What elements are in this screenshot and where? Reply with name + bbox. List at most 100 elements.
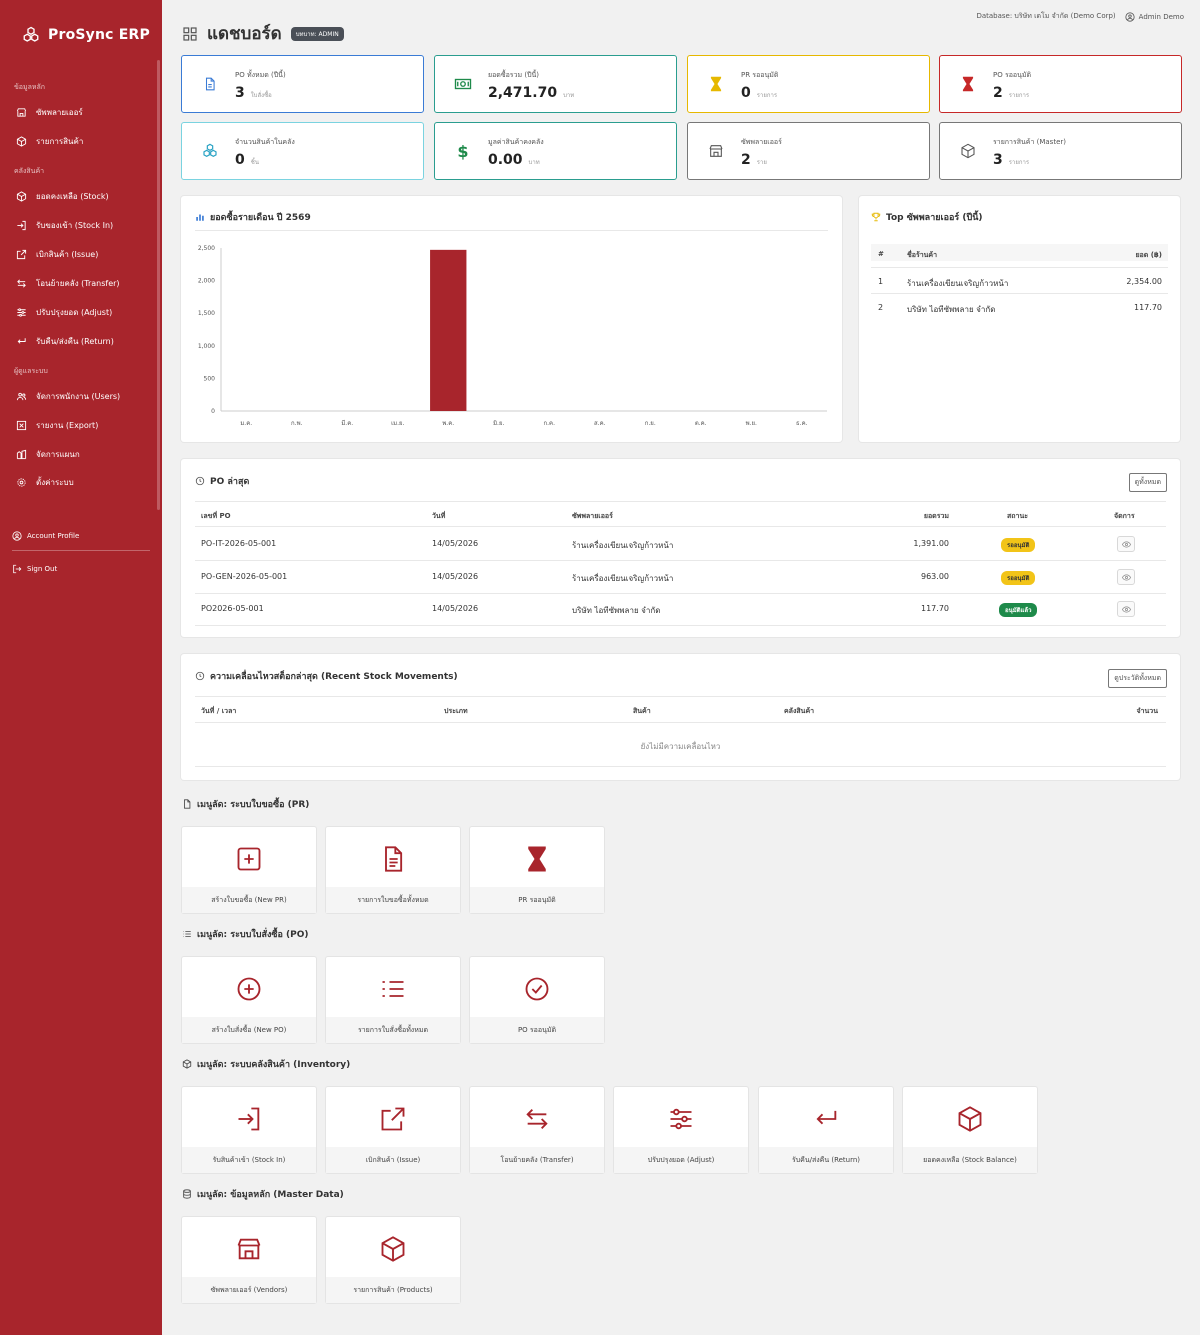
- brand[interactable]: ProSync ERP: [22, 26, 150, 44]
- quick-po-pending[interactable]: PO รออนุมัติ: [470, 957, 604, 1043]
- database-label: Database: บริษัท เดโม จำกัด (Demo Corp): [976, 12, 1116, 20]
- quick-new-po[interactable]: สร้างใบสั่งซื้อ (New PO): [182, 957, 316, 1043]
- quick-label: รายการสินค้า (Products): [326, 1277, 460, 1303]
- account-profile-label: Account Profile: [27, 532, 80, 540]
- stat-card-po-pending[interactable]: PO รออนุมัติ 2 รายการ: [939, 55, 1182, 113]
- role-badge: บทบาท: ADMIN: [290, 26, 344, 41]
- stat-unit: ชิ้น: [250, 159, 259, 166]
- y-tick-label: 2,500: [198, 245, 215, 252]
- quick-return[interactable]: รับคืน/ส่งคืน (Return): [759, 1087, 893, 1173]
- divider: [195, 696, 1166, 697]
- quick-label: รับสินค้าเข้า (Stock In): [182, 1147, 316, 1173]
- cash-icon: [453, 74, 473, 94]
- vendor-name: ร้านเครื่องเขียนเจริญก้าวหน้า: [907, 279, 1009, 288]
- stat-value: 2: [993, 85, 1003, 101]
- sidebar-item-products[interactable]: รายการสินค้า: [16, 134, 83, 148]
- quick-label: สร้างใบสั่งซื้อ (New PO): [182, 1017, 316, 1043]
- quick-label: ยอดคงเหลือ (Stock Balance): [903, 1147, 1037, 1173]
- boxes-icon: [200, 141, 220, 161]
- bar-chart: 0 500 1,000 1,500 2,000 2,500 ม.ค. ก.พ. มี.ค. เม.…: [198, 245, 827, 427]
- quick-menu-po-title-text: เมนูลัด: ระบบใบสั่งซื้อ (PO): [197, 930, 309, 940]
- stat-unit: รายการ: [1008, 159, 1030, 166]
- sign-out-link[interactable]: Sign Out: [12, 562, 57, 576]
- stat-value: 0: [235, 152, 245, 168]
- page-title: แดชบอร์ด: [207, 24, 282, 44]
- bar-chart-icon: [195, 212, 205, 222]
- sidebar-item-label: โอนย้ายคลัง (Transfer): [36, 278, 120, 288]
- quick-pr-list[interactable]: รายการใบขอซื้อทั้งหมด: [326, 827, 460, 913]
- top-vendors-title: Top ซัพพลายเออร์ (ปีนี้): [871, 210, 982, 224]
- sidebar-item-stock[interactable]: ยอดคงเหลือ (Stock): [16, 189, 109, 203]
- col-datetime: วันที่ / เวลา: [201, 707, 237, 715]
- user-menu[interactable]: Admin Demo: [1125, 11, 1184, 22]
- quick-menu-inv-title: เมนูลัด: ระบบคลังสินค้า (Inventory): [182, 1057, 350, 1071]
- box-icon: [182, 1059, 192, 1069]
- document-list-icon: [326, 845, 460, 873]
- plus-circle-icon: [182, 975, 316, 1003]
- quick-products[interactable]: รายการสินค้า (Products): [326, 1217, 460, 1303]
- x-tick-label: เม.ย.: [391, 420, 404, 427]
- account-profile-link[interactable]: Account Profile: [12, 529, 79, 543]
- quick-new-pr[interactable]: สร้างใบขอซื้อ (New PR): [182, 827, 316, 913]
- sidebar-item-department[interactable]: จัดการแผนก: [16, 447, 80, 461]
- view-po-button[interactable]: [1117, 536, 1135, 552]
- quick-stock-balance[interactable]: ยอดคงเหลือ (Stock Balance): [903, 1087, 1037, 1173]
- sidebar-item-report[interactable]: รายงาน (Export): [16, 418, 98, 432]
- quick-transfer[interactable]: โอนย้ายคลัง (Transfer): [470, 1087, 604, 1173]
- quick-pr-pending[interactable]: PR รออนุมัติ: [470, 827, 604, 913]
- external-icon: [326, 1105, 460, 1133]
- col-warehouse: คลังสินค้า: [784, 707, 815, 715]
- stat-unit: ราย: [756, 159, 767, 166]
- po-latest-panel: PO ล่าสุด ดูทั้งหมด เลขที่ PO วันที่ ซัพ…: [181, 459, 1180, 637]
- quick-vendors[interactable]: ซัพพลายเออร์ (Vendors): [182, 1217, 316, 1303]
- stock-movements-panel: ความเคลื่อนไหวสต็อกล่าสุด (Recent Stock …: [181, 654, 1180, 780]
- stat-card-vendors[interactable]: ซัพพลายเออร์ 2 ราย: [687, 122, 930, 180]
- quick-label: ปรับปรุงยอด (Adjust): [614, 1147, 748, 1173]
- sidebar-item-settings[interactable]: ตั้งค่าระบบ: [16, 475, 74, 489]
- stat-card-purchase-total[interactable]: ยอดซื้อรวม (ปีนี้) 2,471.70 บาท: [434, 55, 677, 113]
- stat-card-products[interactable]: รายการสินค้า (Master) 3 รายการ: [939, 122, 1182, 180]
- stat-card-stock-qty[interactable]: จำนวนสินค้าในคลัง 0 ชิ้น: [181, 122, 424, 180]
- quick-adjust[interactable]: ปรับปรุงยอด (Adjust): [614, 1087, 748, 1173]
- divider: [195, 560, 1166, 561]
- stat-unit: บาท: [528, 159, 540, 166]
- po-total: 117.70: [921, 604, 949, 613]
- trophy-icon: [871, 212, 881, 222]
- top-bar-info: Database: บริษัท เดโม จำกัด (Demo Corp) …: [976, 11, 1184, 22]
- sidebar-item-vendors[interactable]: ซัพพลายเออร์: [16, 105, 83, 119]
- transfer-icon: [16, 278, 27, 289]
- gear-icon: [16, 477, 27, 488]
- quick-label: ซัพพลายเออร์ (Vendors): [182, 1277, 316, 1303]
- sidebar-item-issue[interactable]: เบิกสินค้า (Issue): [16, 247, 98, 261]
- quick-stock-in[interactable]: รับสินค้าเข้า (Stock In): [182, 1087, 316, 1173]
- divider: [195, 766, 1166, 767]
- user-circle-icon: [1125, 11, 1135, 22]
- store-icon: [182, 1235, 316, 1263]
- stat-unit: บาท: [563, 92, 575, 99]
- divider: [195, 593, 1166, 594]
- view-po-button[interactable]: [1117, 601, 1135, 617]
- quick-po-list[interactable]: รายการใบสั่งซื้อทั้งหมด: [326, 957, 460, 1043]
- sidebar-item-return[interactable]: รับคืน/ส่งคืน (Return): [16, 334, 114, 348]
- document-icon: [182, 799, 192, 809]
- divider: [195, 501, 1166, 502]
- sidebar-item-adjust[interactable]: ปรับปรุงยอด (Adjust): [16, 305, 112, 319]
- sidebar-item-transfer[interactable]: โอนย้ายคลัง (Transfer): [16, 276, 120, 290]
- sidebar-item-users[interactable]: จัดการพนักงาน (Users): [16, 389, 120, 403]
- stat-card-po-total[interactable]: PO ทั้งหมด (ปีนี้) 3 ใบสั่งซื้อ: [181, 55, 424, 113]
- stat-value: 3: [993, 152, 1003, 168]
- stat-value: 0: [741, 85, 751, 101]
- stat-card-pr-pending[interactable]: PR รออนุมัติ 0 รายการ: [687, 55, 930, 113]
- sidebar-scrollbar[interactable]: [157, 60, 160, 510]
- view-po-button[interactable]: [1117, 569, 1135, 585]
- view-history-button[interactable]: ดูประวัติทั้งหมด: [1108, 669, 1167, 688]
- stat-card-stock-value[interactable]: $ มูลค่าสินค้าคงคลัง 0.00 บาท: [434, 122, 677, 180]
- external-icon: [16, 249, 27, 260]
- status-badge: อนุมัติแล้ว: [999, 603, 1038, 617]
- top-vendors-panel: Top ซัพพลายเออร์ (ปีนี้) # ชื่อร้านค้า ย…: [859, 196, 1180, 442]
- box-icon: [16, 190, 27, 202]
- sidebar-item-stock-in[interactable]: รับของเข้า (Stock In): [16, 218, 113, 232]
- view-all-po-button[interactable]: ดูทั้งหมด: [1128, 473, 1167, 492]
- dollar-icon: $: [457, 141, 469, 161]
- quick-issue[interactable]: เบิกสินค้า (Issue): [326, 1087, 460, 1173]
